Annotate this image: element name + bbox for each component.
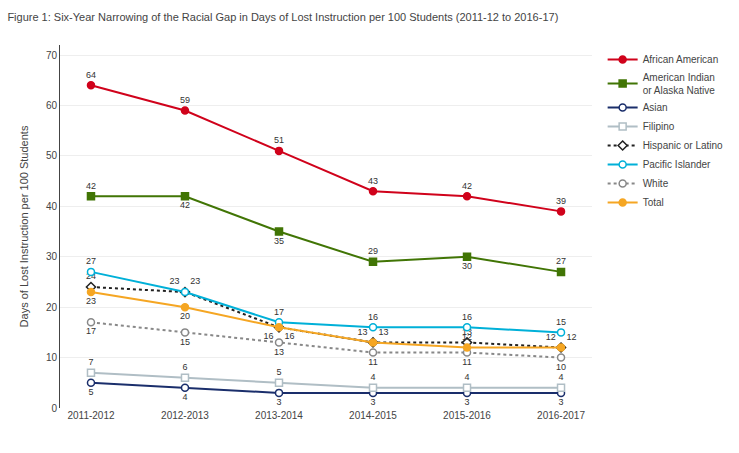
svg-text:43: 43 xyxy=(368,176,378,186)
svg-text:12: 12 xyxy=(566,332,576,342)
svg-text:30: 30 xyxy=(462,261,472,271)
svg-text:Filipino: Filipino xyxy=(643,121,675,132)
svg-text:Figure 1: Six-Year Narrowing o: Figure 1: Six-Year Narrowing of the Raci… xyxy=(7,11,558,23)
svg-text:3: 3 xyxy=(276,397,281,407)
svg-text:6: 6 xyxy=(182,362,187,372)
svg-text:4: 4 xyxy=(182,392,187,402)
svg-text:2014-2015: 2014-2015 xyxy=(349,410,397,421)
svg-text:5: 5 xyxy=(276,367,281,377)
svg-text:17: 17 xyxy=(86,326,96,336)
svg-text:40: 40 xyxy=(46,201,58,212)
svg-text:27: 27 xyxy=(86,256,96,266)
svg-text:5: 5 xyxy=(88,387,93,397)
svg-text:0: 0 xyxy=(51,403,57,414)
svg-text:13: 13 xyxy=(378,327,388,337)
svg-text:African American: African American xyxy=(643,54,719,65)
svg-text:12: 12 xyxy=(546,332,556,342)
svg-text:10: 10 xyxy=(46,352,58,363)
svg-text:Pacific Islander: Pacific Islander xyxy=(643,159,711,170)
svg-text:3: 3 xyxy=(371,397,376,407)
svg-text:39: 39 xyxy=(556,196,566,206)
svg-text:2016-2017: 2016-2017 xyxy=(537,410,585,421)
svg-text:11: 11 xyxy=(368,357,377,367)
svg-text:Hispanic or Latino: Hispanic or Latino xyxy=(643,140,723,151)
svg-text:13: 13 xyxy=(462,327,472,337)
svg-text:51: 51 xyxy=(274,135,284,145)
svg-text:2015-2016: 2015-2016 xyxy=(443,410,491,421)
svg-text:4: 4 xyxy=(465,372,470,382)
svg-text:42: 42 xyxy=(86,181,96,191)
svg-text:23: 23 xyxy=(86,296,96,306)
svg-text:2013-2014: 2013-2014 xyxy=(255,410,303,421)
svg-text:42: 42 xyxy=(462,181,472,191)
svg-text:11: 11 xyxy=(462,357,471,367)
svg-text:42: 42 xyxy=(180,200,190,210)
svg-text:American Indianor Alaska Nativ: American Indianor Alaska Native xyxy=(643,72,716,96)
svg-text:2012-2013: 2012-2013 xyxy=(161,410,209,421)
svg-text:White: White xyxy=(643,178,669,189)
svg-text:20: 20 xyxy=(46,302,58,313)
svg-text:70: 70 xyxy=(46,50,58,61)
svg-text:50: 50 xyxy=(46,150,58,161)
svg-text:3: 3 xyxy=(465,397,470,407)
svg-text:29: 29 xyxy=(368,246,378,256)
svg-text:2011-2012: 2011-2012 xyxy=(67,410,115,421)
svg-text:Total: Total xyxy=(643,197,664,208)
svg-text:16: 16 xyxy=(462,312,472,322)
svg-text:13: 13 xyxy=(274,347,284,357)
svg-text:16: 16 xyxy=(368,312,378,322)
svg-text:27: 27 xyxy=(556,256,566,266)
svg-text:4: 4 xyxy=(559,372,564,382)
svg-text:16: 16 xyxy=(264,331,274,341)
svg-text:Asian: Asian xyxy=(643,102,668,113)
svg-text:17: 17 xyxy=(274,307,284,317)
svg-text:35: 35 xyxy=(274,236,284,246)
svg-text:10: 10 xyxy=(556,362,566,372)
svg-text:4: 4 xyxy=(371,372,376,382)
svg-text:59: 59 xyxy=(180,95,190,105)
svg-text:23: 23 xyxy=(190,276,200,286)
svg-text:20: 20 xyxy=(180,311,190,321)
svg-text:64: 64 xyxy=(86,70,96,80)
svg-text:7: 7 xyxy=(88,357,93,367)
svg-text:12: 12 xyxy=(462,332,472,342)
svg-text:15: 15 xyxy=(556,317,566,327)
svg-text:13: 13 xyxy=(358,327,368,337)
svg-text:60: 60 xyxy=(46,100,58,111)
svg-text:16: 16 xyxy=(284,331,294,341)
svg-text:23: 23 xyxy=(170,276,180,286)
svg-text:24: 24 xyxy=(86,271,96,281)
svg-text:30: 30 xyxy=(46,251,58,262)
svg-text:15: 15 xyxy=(180,337,190,347)
svg-text:3: 3 xyxy=(559,397,564,407)
svg-text:Days of Lost Instruction per 1: Days of Lost Instruction per 100 Student… xyxy=(18,125,30,327)
